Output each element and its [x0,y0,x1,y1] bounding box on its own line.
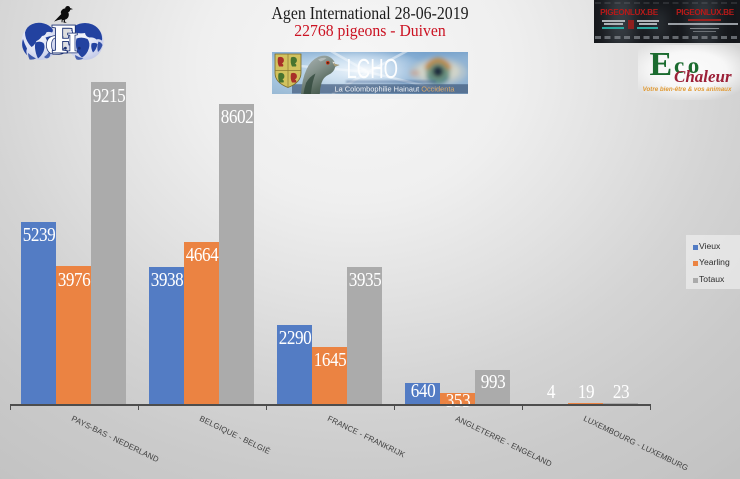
svg-text:LCHO: LCHO [347,53,399,84]
svg-text:La Colombophilie Hainaut Occid: La Colombophilie Hainaut Occidenta [335,85,456,94]
svg-text:C: C [45,30,64,60]
svg-text:I: I [67,29,78,60]
svg-text:F: F [52,16,77,62]
